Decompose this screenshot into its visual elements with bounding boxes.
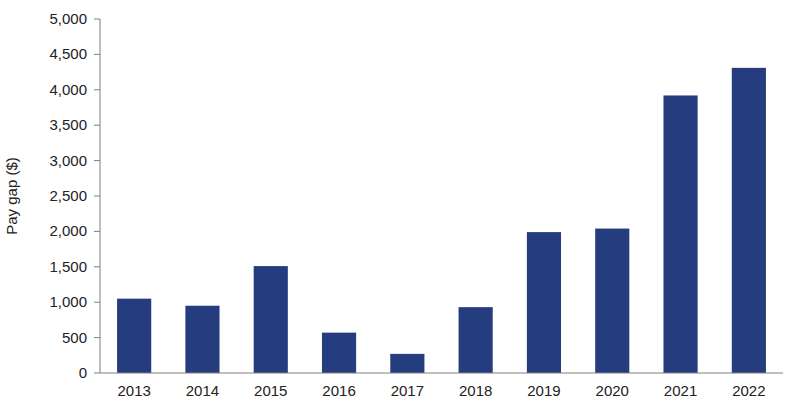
y-tick-label: 500 xyxy=(62,329,87,346)
y-tick xyxy=(94,160,100,161)
bar xyxy=(595,229,629,373)
y-axis-label: Pay gap ($) xyxy=(3,157,20,235)
y-tick-label: 5,000 xyxy=(49,10,87,27)
bar xyxy=(390,354,424,373)
bar xyxy=(459,307,493,373)
x-tick-label: 2019 xyxy=(527,382,560,399)
y-tick-label: 3,500 xyxy=(49,116,87,133)
bar xyxy=(732,68,766,373)
chart-svg: 0 500 1,000 1,500 2,000 2,500 3,000 3,500 4,000 4… xyxy=(0,0,788,413)
y-tick-label: 0 xyxy=(79,364,87,381)
y-tick-label: 3,000 xyxy=(49,152,87,169)
y-tick xyxy=(94,196,100,197)
bar xyxy=(185,306,219,373)
bar xyxy=(117,299,151,373)
bar xyxy=(254,266,288,373)
y-tick xyxy=(94,54,100,55)
x-tick-label: 2014 xyxy=(186,382,219,399)
y-tick xyxy=(94,373,100,374)
x-tick-label: 2015 xyxy=(254,382,287,399)
y-tick-label: 1,500 xyxy=(49,258,87,275)
y-tick-label: 1,000 xyxy=(49,293,87,310)
bar xyxy=(527,232,561,373)
y-tick xyxy=(94,89,100,90)
y-tick xyxy=(94,231,100,232)
y-tick-label: 2,000 xyxy=(49,222,87,239)
y-tick-label: 4,000 xyxy=(49,81,87,98)
y-tick xyxy=(94,302,100,303)
x-tick-label: 2018 xyxy=(459,382,492,399)
x-tick-label: 2017 xyxy=(391,382,424,399)
x-tick-label: 2020 xyxy=(596,382,629,399)
x-tick-label: 2021 xyxy=(664,382,697,399)
chart-container: 0 500 1,000 1,500 2,000 2,500 3,000 3,500 4,000 4… xyxy=(0,0,788,413)
x-tick-label: 2013 xyxy=(117,382,150,399)
bar xyxy=(322,333,356,373)
bar xyxy=(663,95,697,373)
y-tick xyxy=(94,19,100,20)
y-tick-label: 2,500 xyxy=(49,187,87,204)
y-tick xyxy=(94,125,100,126)
y-tick xyxy=(94,337,100,338)
x-tick-label: 2022 xyxy=(732,382,765,399)
x-tick-label: 2016 xyxy=(322,382,355,399)
y-tick xyxy=(94,266,100,267)
bars xyxy=(117,68,766,373)
y-tick-label: 4,500 xyxy=(49,45,87,62)
x-axis-line xyxy=(100,373,783,374)
